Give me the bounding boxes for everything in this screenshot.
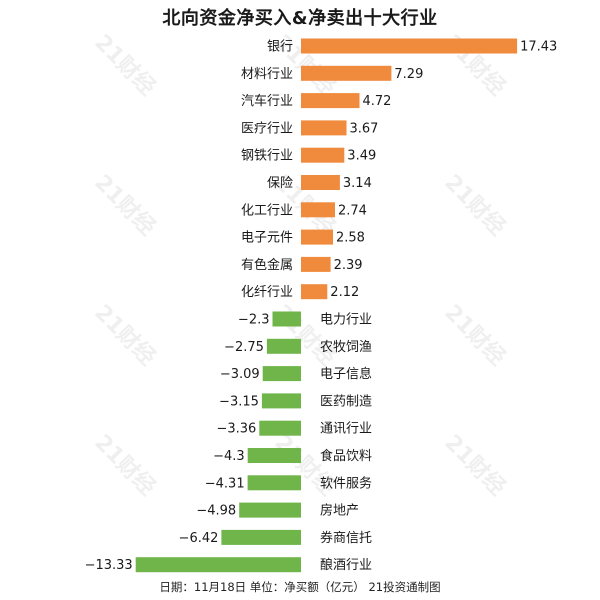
category-label: 钢铁行业 <box>241 149 293 164</box>
label-layer: 银行 17.43 材料行业 7.29 汽车行业 4.72 医疗行业 3.67 钢铁行业 3.49 保… <box>85 40 558 574</box>
category-label: 电子信息 <box>320 366 372 382</box>
bar-7 <box>301 202 335 218</box>
category-label: 医疗行业 <box>241 121 293 136</box>
value-label: 2.58 <box>336 231 365 246</box>
category-label: 电力行业 <box>320 313 372 328</box>
category-label: 通讯行业 <box>320 422 372 437</box>
watermark: 21财经 <box>439 169 510 240</box>
value-label: −13.33 <box>85 558 133 573</box>
value-label: −4.31 <box>205 476 245 491</box>
value-label: 7.29 <box>394 67 423 82</box>
value-label: 3.49 <box>347 149 376 164</box>
value-label: −4.3 <box>213 449 245 464</box>
watermark: 21财经 <box>269 299 340 370</box>
value-label: 2.39 <box>334 258 363 273</box>
value-label: −3.09 <box>220 367 260 382</box>
category-label: 酿酒行业 <box>320 557 372 573</box>
bar-8 <box>301 229 333 245</box>
category-label: 食品饮料 <box>320 448 372 464</box>
bar-layer <box>135 38 518 573</box>
bar-19 <box>221 529 301 545</box>
bar-13 <box>262 366 301 382</box>
category-label: 电子元件 <box>241 231 293 246</box>
category-label: 保险 <box>267 176 293 191</box>
bar-1 <box>301 38 518 54</box>
bar-11 <box>272 311 301 327</box>
chart-title: 北向资金净买入&净卖出十大行业 <box>162 8 438 29</box>
bar-16 <box>247 448 301 463</box>
value-label: −4.98 <box>196 504 236 519</box>
bar-17 <box>247 475 301 491</box>
watermark: 21财经 <box>89 169 160 240</box>
bar-4 <box>301 120 347 136</box>
category-label: 银行 <box>267 40 293 55</box>
value-label: −2.3 <box>238 313 270 328</box>
bar-10 <box>301 284 328 300</box>
bar-5 <box>301 147 345 163</box>
category-label: 化纤行业 <box>241 285 293 300</box>
bar-14 <box>261 393 301 409</box>
value-label: −3.15 <box>219 394 259 409</box>
category-label: 化工行业 <box>241 203 293 218</box>
value-label: 3.67 <box>350 121 379 136</box>
watermark: 21财经 <box>89 429 160 500</box>
category-label: 材料行业 <box>241 67 293 82</box>
bar-20 <box>135 557 301 573</box>
value-label: 2.12 <box>330 285 359 300</box>
watermark: 21财经 <box>439 429 510 500</box>
value-label: 4.72 <box>363 94 392 109</box>
bar-2 <box>301 65 392 81</box>
value-label: 3.14 <box>343 176 372 191</box>
category-label: 软件服务 <box>320 475 372 491</box>
bar-18 <box>239 502 301 518</box>
value-label: 17.43 <box>520 40 557 55</box>
watermark: 21财经 <box>89 299 160 370</box>
bar-3 <box>301 93 360 109</box>
value-label: 2.74 <box>338 203 367 218</box>
category-label: 医药制造 <box>320 394 372 409</box>
watermark: 21财经 <box>439 299 510 370</box>
value-label: −3.36 <box>216 422 256 437</box>
value-label: −2.75 <box>224 340 264 355</box>
bar-12 <box>266 338 301 354</box>
category-label: 有色金属 <box>241 257 293 273</box>
bar-6 <box>301 175 340 190</box>
category-label: 汽车行业 <box>241 93 293 109</box>
category-label: 券商信托 <box>320 530 372 546</box>
chart-footer: 日期：11月18日 单位：净买额（亿元） 21投资通制图 <box>159 580 441 594</box>
value-label: −6.42 <box>179 531 219 546</box>
bar-15 <box>259 420 301 436</box>
category-label: 房地产 <box>320 503 359 519</box>
category-label: 农牧饲渔 <box>320 340 372 355</box>
watermark: 21财经 <box>89 29 160 100</box>
bar-9 <box>301 256 331 272</box>
